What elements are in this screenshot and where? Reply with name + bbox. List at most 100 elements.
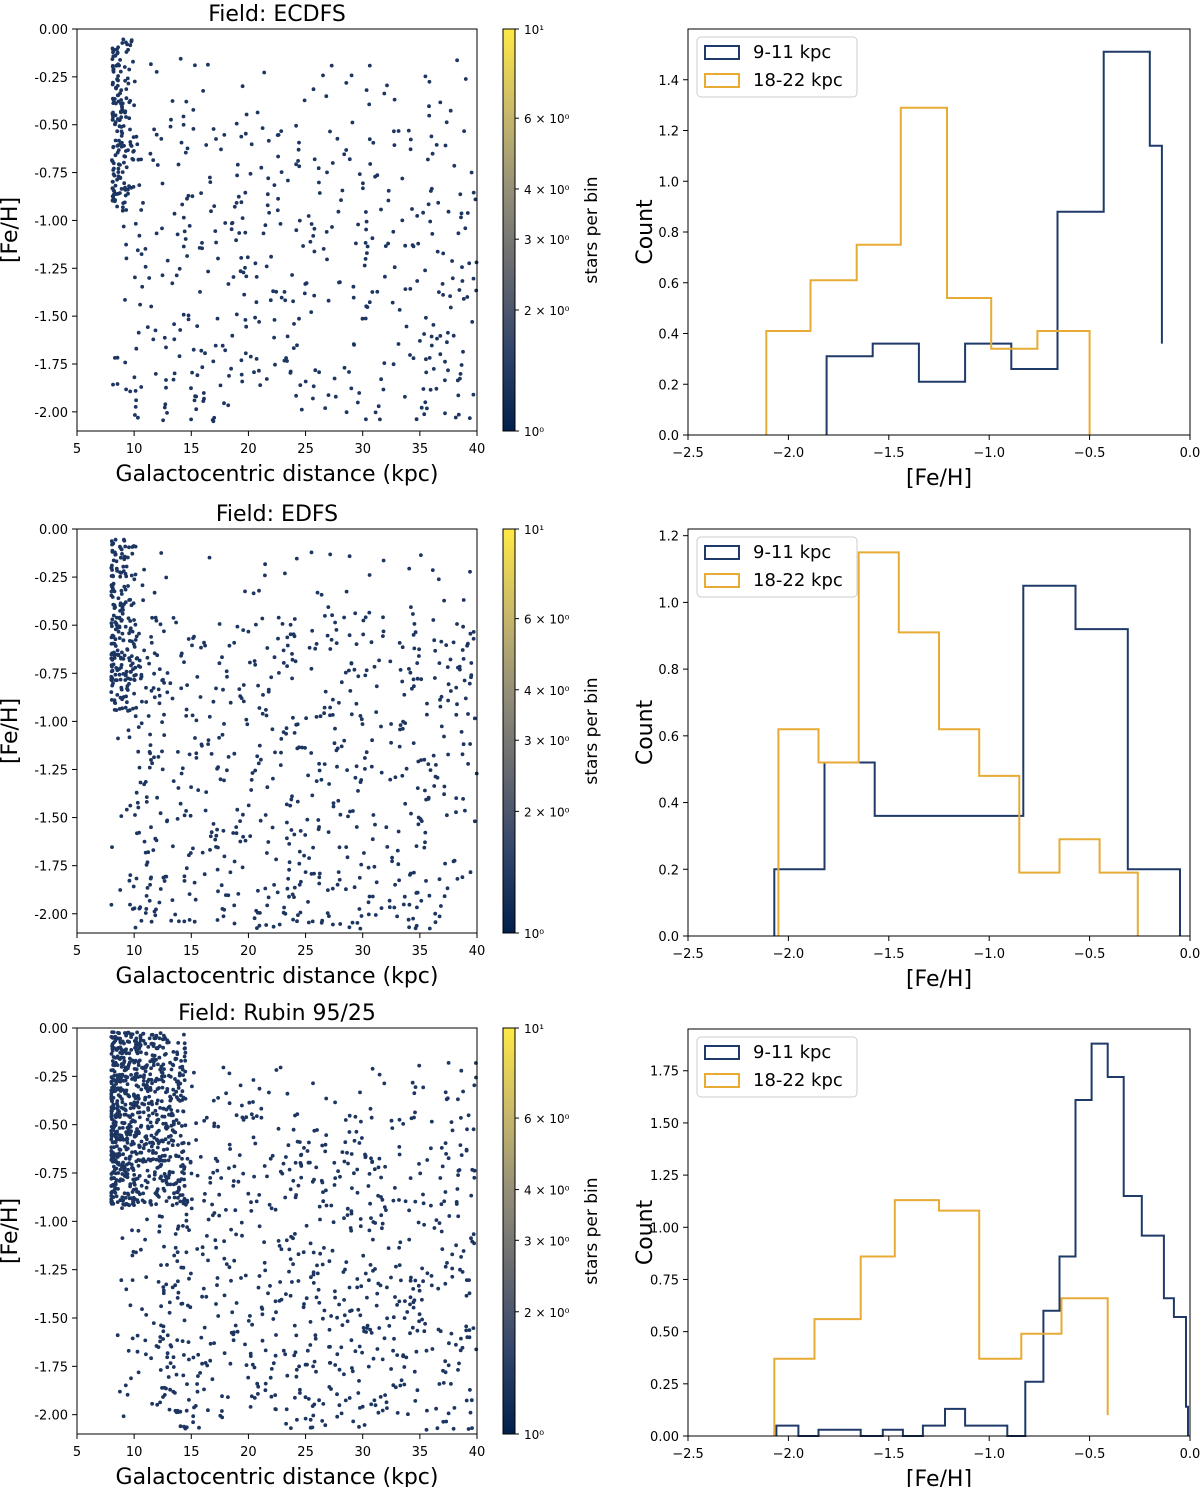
data-point: [176, 162, 181, 167]
data-point: [379, 207, 383, 212]
data-point: [110, 64, 115, 69]
data-point: [124, 87, 129, 91]
data-point: [109, 1145, 114, 1150]
data-point: [287, 1167, 292, 1172]
data-point: [176, 1079, 181, 1084]
data-point: [314, 779, 319, 783]
data-point: [183, 150, 188, 155]
data-point: [126, 81, 131, 86]
data-point: [191, 1420, 196, 1425]
data-point: [423, 840, 427, 845]
data-point: [149, 1133, 154, 1138]
data-point: [119, 588, 124, 593]
data-point: [380, 1197, 385, 1202]
data-point: [172, 1129, 176, 1134]
data-point: [444, 1097, 449, 1102]
data-point: [241, 834, 246, 839]
data-point: [437, 877, 442, 882]
data-point: [109, 1134, 114, 1139]
data-point: [429, 1119, 434, 1124]
data-point: [136, 725, 141, 729]
x-axis-label: [Fe/H]: [906, 967, 972, 992]
data-point: [128, 873, 133, 877]
colorbar-tick-label: 4 × 10⁰: [524, 183, 570, 197]
data-point: [113, 153, 118, 158]
data-point: [424, 370, 429, 375]
data-point: [432, 1226, 437, 1230]
data-point: [185, 146, 190, 151]
data-point: [182, 1041, 187, 1046]
data-point: [323, 614, 327, 618]
data-point: [288, 1187, 293, 1192]
data-point: [351, 284, 356, 289]
data-point: [400, 773, 405, 778]
data-point: [381, 558, 386, 563]
y-tick-label: 0.2: [658, 863, 679, 878]
data-point: [438, 100, 443, 105]
data-point: [220, 1409, 224, 1413]
data-point: [170, 1143, 175, 1148]
data-point: [324, 1133, 329, 1137]
data-point: [263, 1268, 268, 1273]
data-point: [234, 1232, 239, 1237]
data-point: [259, 1106, 264, 1111]
y-tick-label: 0.25: [650, 1378, 679, 1393]
data-point: [309, 550, 314, 555]
data-point: [342, 1216, 346, 1220]
data-point: [182, 1032, 186, 1037]
data-point: [434, 1218, 439, 1222]
data-point: [297, 140, 301, 145]
data-point: [387, 1324, 392, 1328]
data-point: [469, 1398, 474, 1403]
data-point: [269, 1394, 274, 1399]
data-point: [253, 315, 257, 320]
data-point: [449, 689, 453, 693]
data-point: [345, 1150, 349, 1155]
data-point: [270, 727, 275, 732]
data-point: [182, 919, 187, 924]
y-axis-label: Count: [633, 699, 658, 765]
data-point: [318, 1217, 322, 1222]
data-point: [123, 1049, 128, 1054]
data-point: [165, 1089, 170, 1094]
data-point: [303, 1416, 308, 1421]
data-point: [317, 871, 322, 876]
data-point: [243, 131, 248, 136]
data-point: [128, 1101, 133, 1106]
data-point: [199, 742, 204, 747]
data-point: [145, 1117, 150, 1122]
data-point: [263, 1381, 268, 1386]
data-point: [136, 1190, 141, 1195]
data-point: [364, 210, 368, 214]
data-point: [408, 287, 413, 291]
data-point: [461, 742, 466, 747]
data-point: [119, 1278, 124, 1283]
y-tick-label: -1.50: [34, 1312, 68, 1327]
data-point: [381, 634, 385, 638]
data-point: [169, 1113, 174, 1118]
data-point: [226, 1395, 230, 1399]
data-point: [265, 851, 269, 855]
data-point: [452, 1406, 457, 1410]
data-point: [192, 1070, 196, 1075]
data-point: [410, 1325, 415, 1330]
data-point: [143, 1041, 148, 1046]
data-point: [408, 670, 413, 675]
data-point: [114, 85, 118, 90]
data-point: [133, 622, 138, 627]
data-point: [193, 63, 197, 68]
data-point: [147, 1094, 152, 1099]
data-point: [115, 1132, 119, 1136]
data-point: [265, 203, 270, 208]
data-point: [327, 782, 331, 786]
data-point: [243, 190, 248, 195]
data-point: [181, 244, 186, 249]
data-point: [248, 1314, 252, 1318]
data-point: [371, 813, 376, 817]
data-point: [286, 876, 291, 881]
data-point: [163, 1174, 168, 1179]
data-point: [252, 1365, 257, 1370]
data-point: [227, 1265, 232, 1270]
data-point: [194, 756, 199, 760]
data-point: [120, 1126, 125, 1130]
